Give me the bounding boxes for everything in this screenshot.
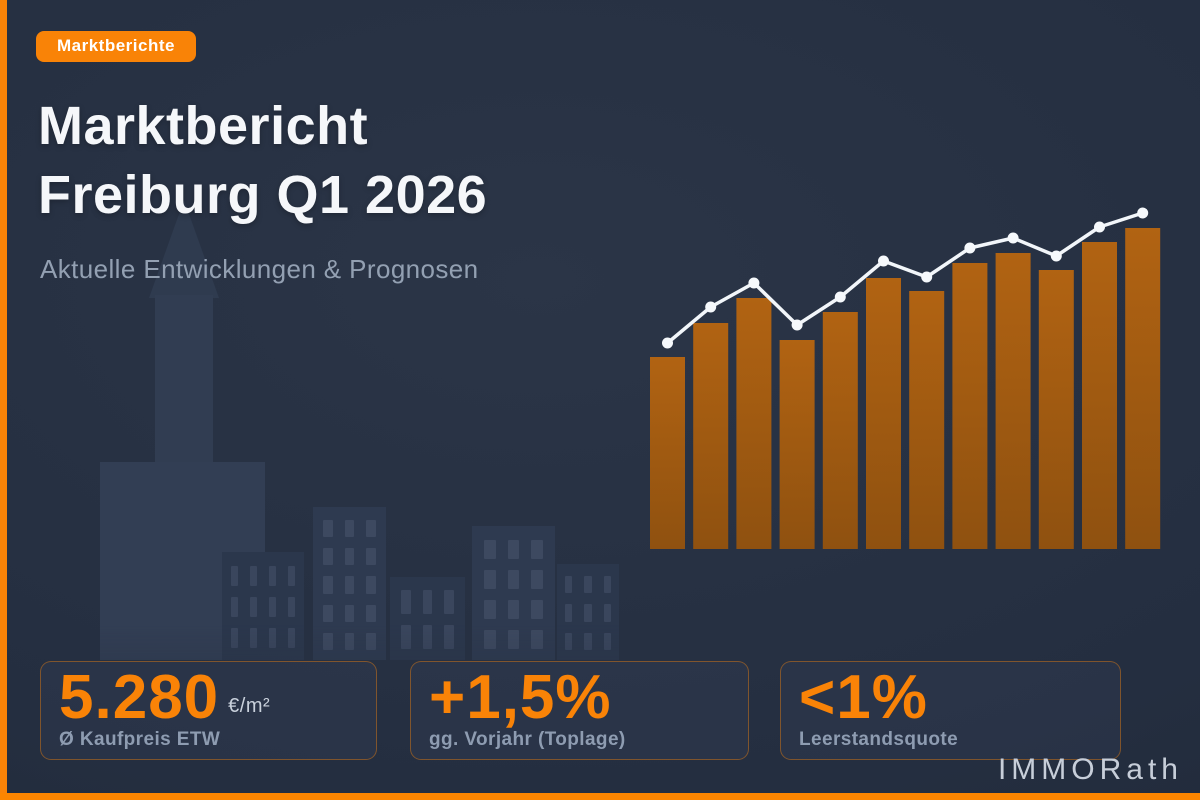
building-silhouette — [313, 507, 386, 660]
market-trend-chart — [650, 207, 1161, 549]
building-windows — [231, 566, 295, 648]
page-title: Marktbericht Freiburg Q1 2026 — [38, 92, 487, 230]
building-windows — [323, 520, 376, 650]
building-windows — [484, 540, 543, 649]
stat-card-kaufpreis: 5.280 €/m² Ø Kaufpreis ETW — [40, 661, 377, 760]
stat-unit: €/m² — [228, 695, 271, 717]
muenster-tower-silhouette — [155, 295, 213, 470]
stat-value: <1% — [799, 663, 928, 732]
bottom-accent-bar — [0, 793, 1200, 800]
stat-label: Ø Kaufpreis ETW — [59, 729, 221, 750]
title-line-2: Freiburg Q1 2026 — [38, 165, 488, 225]
stat-value: +1,5% — [429, 663, 612, 732]
stat-label: gg. Vorjahr (Toplage) — [429, 729, 626, 750]
building-windows — [401, 590, 454, 649]
stat-card-vorjahr: +1,5% gg. Vorjahr (Toplage) — [410, 661, 749, 760]
muenster-spire-silhouette — [149, 200, 219, 298]
stat-label: Leerstandsquote — [799, 729, 959, 750]
category-badge: Marktberichte — [36, 31, 196, 62]
title-line-1: Marktbericht — [38, 96, 369, 156]
brand-logo-text: IMMORath — [997, 753, 1183, 786]
building-silhouette — [557, 564, 619, 660]
building-windows — [565, 576, 611, 650]
stat-value: 5.280 — [59, 663, 220, 732]
building-silhouette — [222, 552, 304, 660]
page-subtitle: Aktuelle Entwicklungen & Prognosen — [40, 254, 479, 284]
building-silhouette — [390, 577, 465, 660]
stat-card-leerstand: <1% Leerstandsquote — [780, 661, 1121, 760]
building-silhouette — [472, 526, 555, 660]
left-accent-bar — [0, 0, 7, 800]
